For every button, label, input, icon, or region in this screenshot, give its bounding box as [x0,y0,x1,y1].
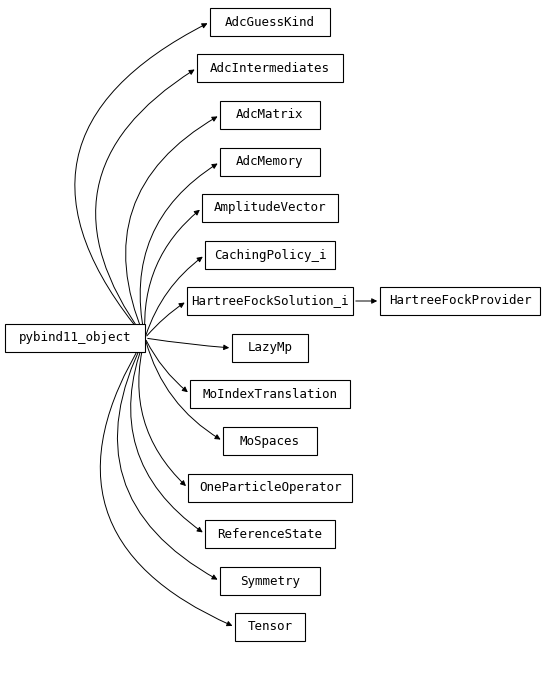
FancyBboxPatch shape [187,287,353,315]
FancyBboxPatch shape [188,474,352,502]
FancyBboxPatch shape [220,101,320,129]
Text: AdcGuessKind: AdcGuessKind [225,16,315,28]
Text: Symmetry: Symmetry [240,575,300,588]
FancyBboxPatch shape [220,567,320,595]
Text: AdcIntermediates: AdcIntermediates [210,62,330,74]
Text: ReferenceState: ReferenceState [217,527,322,540]
FancyBboxPatch shape [190,380,350,408]
Text: pybind11_object: pybind11_object [19,332,131,345]
FancyBboxPatch shape [202,194,338,222]
Text: OneParticleOperator: OneParticleOperator [198,481,341,494]
Text: HartreeFockProvider: HartreeFockProvider [389,294,531,307]
Text: MoIndexTranslation: MoIndexTranslation [202,387,337,401]
FancyBboxPatch shape [380,287,540,315]
Text: AdcMemory: AdcMemory [236,156,304,169]
Text: AdcMatrix: AdcMatrix [236,108,304,121]
FancyBboxPatch shape [205,241,335,269]
FancyBboxPatch shape [197,54,343,82]
FancyBboxPatch shape [232,334,308,362]
Text: LazyMp: LazyMp [247,341,292,355]
Text: Tensor: Tensor [247,621,292,634]
FancyBboxPatch shape [220,148,320,176]
Text: AmplitudeVector: AmplitudeVector [214,202,326,215]
FancyBboxPatch shape [235,613,305,641]
FancyBboxPatch shape [5,324,145,352]
Text: CachingPolicy_i: CachingPolicy_i [214,248,326,261]
FancyBboxPatch shape [205,520,335,548]
Text: HartreeFockSolution_i: HartreeFockSolution_i [191,294,349,307]
FancyBboxPatch shape [210,8,330,36]
FancyBboxPatch shape [223,427,317,455]
Text: MoSpaces: MoSpaces [240,435,300,447]
